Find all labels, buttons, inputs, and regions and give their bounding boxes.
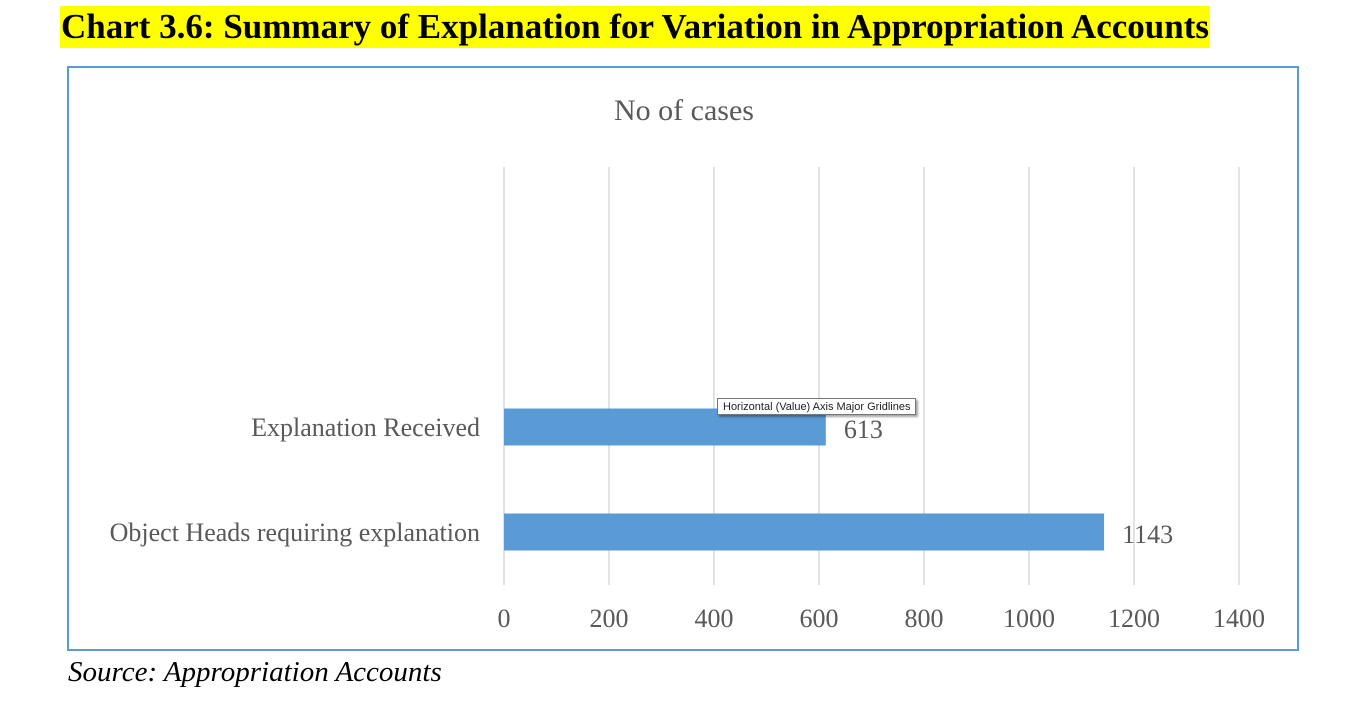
chart-title: No of cases — [614, 94, 754, 127]
category-label: Explanation Received — [251, 413, 480, 442]
bar[interactable] — [504, 513, 1105, 551]
chart-heading: Chart 3.6: Summary of Explanation for Va… — [60, 6, 1211, 48]
bars — [504, 408, 1105, 551]
data-label: 1143 — [1122, 520, 1173, 549]
category-labels: Explanation Received Object Heads requiri… — [110, 413, 480, 547]
x-tick-label: 800 — [905, 604, 944, 633]
x-tick-label: 1200 — [1108, 604, 1160, 633]
x-tick-label: 600 — [800, 604, 839, 633]
data-labels: 613 1143 — [844, 415, 1173, 549]
x-tick-label: 1400 — [1213, 604, 1265, 633]
x-tick-label: 1000 — [1003, 604, 1055, 633]
gridlines-tooltip: Horizontal (Value) Axis Major Gridlines — [717, 398, 917, 415]
source-note: Source: Appropriation Accounts — [68, 656, 442, 688]
x-tick-label: 200 — [590, 604, 629, 633]
chart-area[interactable] — [67, 66, 1299, 651]
category-label: Object Heads requiring explanation — [110, 518, 480, 547]
data-label: 613 — [844, 415, 883, 444]
x-axis-tick-labels: 0 200 400 600 800 1000 1200 1400 — [498, 604, 1266, 633]
x-tick-label: 0 — [498, 604, 511, 633]
x-tick-label: 400 — [695, 604, 734, 633]
